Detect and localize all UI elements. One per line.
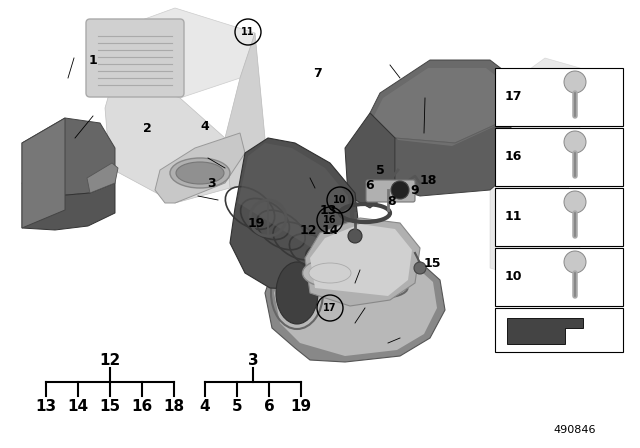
Ellipse shape: [176, 162, 224, 184]
Polygon shape: [265, 240, 445, 362]
Text: 12: 12: [300, 224, 317, 237]
Text: 12: 12: [99, 353, 120, 367]
Polygon shape: [374, 68, 514, 146]
FancyBboxPatch shape: [495, 188, 623, 246]
Polygon shape: [238, 143, 352, 265]
Text: 19: 19: [291, 399, 312, 414]
FancyBboxPatch shape: [495, 308, 623, 352]
Text: 18: 18: [419, 173, 436, 186]
Circle shape: [564, 71, 586, 93]
Text: 18: 18: [163, 399, 184, 414]
FancyBboxPatch shape: [495, 248, 623, 306]
Polygon shape: [115, 8, 255, 98]
Text: 6: 6: [365, 178, 374, 191]
Circle shape: [348, 229, 362, 243]
Polygon shape: [87, 163, 118, 193]
Circle shape: [391, 181, 409, 199]
Ellipse shape: [303, 259, 358, 287]
Polygon shape: [310, 224, 412, 296]
Text: 15: 15: [423, 257, 441, 270]
FancyBboxPatch shape: [495, 128, 623, 186]
Text: 2: 2: [143, 121, 152, 134]
Text: 13: 13: [35, 399, 56, 414]
Polygon shape: [22, 183, 115, 230]
Circle shape: [414, 262, 426, 274]
Polygon shape: [155, 133, 245, 203]
Circle shape: [564, 191, 586, 213]
Ellipse shape: [170, 158, 230, 188]
Polygon shape: [105, 73, 230, 203]
Polygon shape: [22, 118, 65, 228]
Text: 7: 7: [314, 66, 323, 79]
Polygon shape: [370, 60, 520, 143]
Text: 4: 4: [200, 120, 209, 133]
Text: 11: 11: [241, 27, 255, 37]
Text: 490846: 490846: [554, 425, 596, 435]
Text: 4: 4: [200, 399, 211, 414]
Text: 5: 5: [376, 164, 385, 177]
Text: 16: 16: [323, 215, 337, 225]
Text: 13: 13: [319, 203, 337, 216]
Polygon shape: [230, 138, 360, 290]
FancyBboxPatch shape: [366, 180, 415, 202]
Polygon shape: [345, 113, 395, 208]
Text: 19: 19: [247, 216, 265, 229]
Text: 11: 11: [505, 210, 522, 223]
Polygon shape: [507, 318, 583, 344]
Polygon shape: [274, 245, 437, 356]
Text: 6: 6: [264, 399, 275, 414]
Text: 3: 3: [208, 177, 216, 190]
Text: 17: 17: [323, 303, 337, 313]
Text: 10: 10: [333, 195, 347, 205]
Text: 16: 16: [131, 399, 152, 414]
Text: 3: 3: [248, 353, 259, 367]
Polygon shape: [305, 218, 420, 306]
Text: 5: 5: [232, 399, 243, 414]
Circle shape: [564, 251, 586, 273]
Text: 10: 10: [505, 270, 522, 283]
Text: 15: 15: [99, 399, 120, 414]
Text: 14: 14: [67, 399, 88, 414]
Text: 9: 9: [411, 184, 419, 197]
FancyBboxPatch shape: [495, 68, 623, 126]
Ellipse shape: [309, 263, 351, 283]
Polygon shape: [395, 118, 515, 196]
Circle shape: [564, 131, 586, 153]
Polygon shape: [225, 33, 265, 188]
Text: 8: 8: [388, 194, 396, 207]
Ellipse shape: [276, 262, 318, 324]
FancyBboxPatch shape: [86, 19, 184, 97]
Text: 17: 17: [505, 90, 522, 103]
Text: 1: 1: [88, 53, 97, 66]
Text: 14: 14: [321, 224, 339, 237]
Polygon shape: [490, 58, 580, 288]
Text: 16: 16: [505, 150, 522, 163]
Polygon shape: [22, 118, 115, 196]
